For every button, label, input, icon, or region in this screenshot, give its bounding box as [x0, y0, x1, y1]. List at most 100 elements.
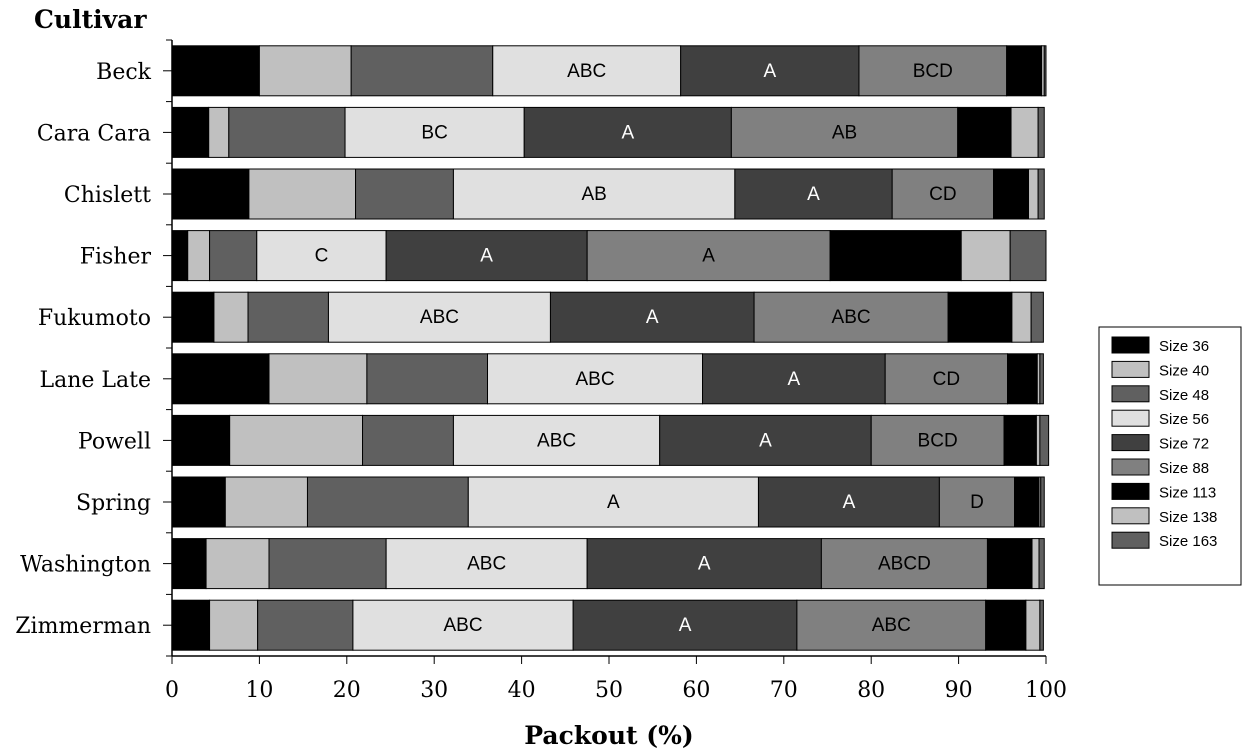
- bar-spring-size-88: [938, 476, 1016, 528]
- bar-lane-late-size-40: [268, 353, 368, 405]
- data-label-fisher-size-72: A: [480, 246, 493, 267]
- bar-powell-size-48: [362, 414, 454, 466]
- bar-cara-cara-size-72: [523, 106, 732, 158]
- data-label-fisher-size-56: C: [315, 246, 329, 267]
- y-tick-label-chislett: Chislett: [64, 183, 151, 208]
- data-label-beck-size-56: ABC: [567, 61, 606, 82]
- y-tick-label-zimmerman: Zimmerman: [15, 614, 151, 639]
- data-label-powell-size-88: BCD: [918, 430, 958, 451]
- bar-chislett-size-48: [355, 168, 454, 220]
- bar-fukumoto-size-40: [213, 291, 249, 343]
- x-tick-label-70: 70: [770, 678, 798, 703]
- legend-label-size-72: Size 72: [1159, 436, 1209, 453]
- bar-lane-late-size-36: [171, 353, 270, 405]
- data-label-beck-size-72: A: [763, 61, 776, 82]
- bar-beck-size-36: [171, 45, 260, 97]
- bar-powell-size-72: [659, 414, 872, 466]
- bar-spring-size-113: [1014, 476, 1040, 528]
- bar-washington-size-138: [1031, 538, 1040, 590]
- bar-chislett-size-88: [891, 168, 995, 220]
- legend-swatch-size-56: [1111, 409, 1150, 427]
- bar-fukumoto-size-72: [549, 291, 755, 343]
- bar-fisher-size-138: [960, 230, 1011, 282]
- bar-lane-late-size-113: [1007, 353, 1038, 405]
- bar-powell-size-138: [1035, 414, 1041, 466]
- bar-chislett-size-163: [1037, 168, 1045, 220]
- bar-fukumoto-size-36: [171, 291, 215, 343]
- x-tick-label-90: 90: [945, 678, 973, 703]
- legend-swatch-size-113: [1111, 482, 1150, 500]
- bar-beck-size-163: [1043, 45, 1047, 97]
- bar-powell-size-40: [229, 414, 364, 466]
- x-axis-title: Packout (%): [524, 721, 693, 750]
- legend-swatch-size-88: [1111, 458, 1150, 476]
- y-tick-label-lane-late: Lane Late: [40, 368, 152, 393]
- data-label-lane-late-size-56: ABC: [575, 369, 614, 390]
- data-label-washington-size-56: ABC: [467, 554, 506, 575]
- data-label-zimmerman-size-56: ABC: [444, 615, 483, 636]
- bar-chislett-size-56: [452, 168, 736, 220]
- data-label-cara-cara-size-88: AB: [832, 122, 857, 143]
- data-label-washington-size-88: ABCD: [878, 554, 931, 575]
- bars-layer: [171, 45, 1050, 651]
- data-label-zimmerman-size-72: A: [679, 615, 692, 636]
- x-tick-label-10: 10: [245, 678, 273, 703]
- legend-label-size-56: Size 56: [1159, 411, 1209, 428]
- bar-zimmerman-size-56: [352, 599, 574, 651]
- x-tick-label-80: 80: [857, 678, 885, 703]
- bar-washington-size-36: [171, 538, 207, 590]
- bar-washington-size-56: [385, 538, 588, 590]
- bar-fukumoto-size-48: [247, 291, 329, 343]
- legend-swatch-size-163: [1111, 531, 1150, 549]
- bar-chislett-size-36: [171, 168, 250, 220]
- bar-beck-size-56: [492, 45, 682, 97]
- legend-swatch-size-40: [1111, 360, 1150, 378]
- bar-spring-size-163: [1040, 476, 1045, 528]
- bar-zimmerman-size-36: [171, 599, 211, 651]
- data-label-spring-size-72: A: [843, 492, 856, 513]
- data-label-spring-size-56: A: [607, 492, 620, 513]
- bar-fisher-size-36: [171, 230, 189, 282]
- bar-washington-size-40: [205, 538, 270, 590]
- x-tick-label-20: 20: [333, 678, 361, 703]
- bar-cara-cara-size-48: [228, 106, 346, 158]
- data-label-chislett-size-72: A: [807, 184, 820, 205]
- x-tick-label-50: 50: [595, 678, 623, 703]
- bar-chislett-size-113: [993, 168, 1030, 220]
- bar-washington-size-48: [268, 538, 387, 590]
- data-label-powell-size-72: A: [759, 430, 772, 451]
- data-label-fukumoto-size-56: ABC: [420, 307, 459, 328]
- data-label-beck-size-88: BCD: [913, 61, 953, 82]
- x-tick-label-0: 0: [165, 678, 179, 703]
- bar-spring-size-56: [467, 476, 759, 528]
- legend-label-size-163: Size 163: [1159, 533, 1217, 550]
- bar-beck-size-113: [1006, 45, 1043, 97]
- bar-fisher-size-48: [209, 230, 258, 282]
- legend-swatch-size-138: [1111, 507, 1150, 525]
- bar-fukumoto-size-88: [753, 291, 949, 343]
- bar-washington-size-113: [986, 538, 1033, 590]
- bar-lane-late-size-163: [1039, 353, 1044, 405]
- x-tick-label-30: 30: [420, 678, 448, 703]
- x-tick-label-100: 100: [1025, 678, 1067, 703]
- legend-label-size-48: Size 48: [1159, 387, 1209, 404]
- bar-spring-size-40: [224, 476, 308, 528]
- bar-chislett-size-72: [734, 168, 893, 220]
- bar-cara-cara-size-36: [171, 106, 210, 158]
- bar-cara-cara-size-113: [957, 106, 1012, 158]
- x-tick-label-40: 40: [508, 678, 536, 703]
- bar-zimmerman-size-88: [796, 599, 987, 651]
- x-tick-label-60: 60: [682, 678, 710, 703]
- legend-label-size-36: Size 36: [1159, 338, 1209, 355]
- bar-cara-cara-size-163: [1037, 106, 1045, 158]
- data-label-fisher-size-88: A: [702, 246, 715, 267]
- bar-cara-cara-size-56: [344, 106, 525, 158]
- y-tick-label-cara-cara: Cara Cara: [37, 121, 151, 146]
- bar-spring-size-72: [757, 476, 940, 528]
- legend-swatch-size-36: [1111, 336, 1150, 354]
- bar-beck-size-48: [350, 45, 494, 97]
- y-tick-label-spring: Spring: [76, 491, 151, 516]
- data-label-fukumoto-size-72: A: [646, 307, 659, 328]
- bar-fisher-size-72: [385, 230, 588, 282]
